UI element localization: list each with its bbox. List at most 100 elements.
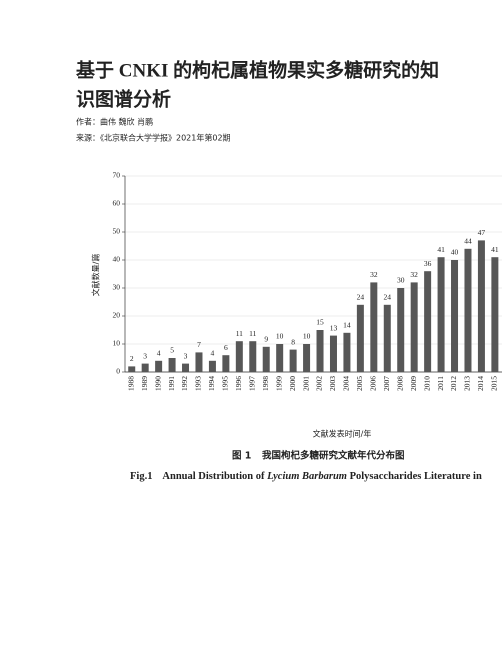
x-tick-label: 1993: [194, 376, 203, 391]
y-tick-label: 0: [116, 367, 120, 376]
x-tick-label: 2002: [315, 376, 324, 391]
x-tick-label: 2011: [436, 376, 445, 391]
data-label: 4: [157, 349, 161, 358]
data-label: 30: [397, 276, 405, 285]
bar: [208, 360, 216, 372]
title-line: 基于 CNKI 的枸杞属植物果实多糖研究的知: [75, 58, 439, 81]
x-tick-label: 2015: [490, 376, 499, 391]
bar: [370, 282, 378, 372]
data-label: 41: [437, 245, 445, 254]
x-tick-label: 2007: [382, 376, 391, 391]
data-label: 5: [170, 346, 174, 355]
authors: 作者：曲伟 魏欣 肖鹏: [76, 117, 153, 127]
bar: [424, 271, 432, 372]
x-tick-label: 1991: [167, 376, 176, 391]
x-tick-label: 1999: [274, 376, 283, 391]
data-label: 41: [491, 245, 499, 254]
x-tick-label: 2003: [328, 376, 337, 391]
data-label: 10: [303, 332, 311, 341]
bar: [222, 355, 230, 372]
data-label: 32: [370, 270, 378, 279]
bar: [397, 288, 405, 372]
x-tick-label: 2009: [409, 376, 418, 391]
y-tick-label: 40: [113, 255, 121, 264]
data-label: 36: [424, 259, 432, 268]
caption-en-part: Annual Distribution of: [162, 471, 265, 482]
bar: [168, 358, 176, 372]
bar: [155, 360, 163, 372]
data-label: 32: [410, 270, 418, 279]
x-tick-label: 1989: [140, 376, 149, 391]
x-tick-label: 1988: [126, 376, 135, 391]
bar: [383, 304, 391, 372]
data-label: 47: [478, 228, 486, 237]
data-label: 10: [276, 332, 284, 341]
bar: [195, 352, 203, 372]
y-axis-label: 文献数量/篇: [91, 254, 101, 297]
data-label: 4: [211, 349, 215, 358]
data-label: 14: [343, 321, 351, 330]
x-tick-label: 2014: [476, 376, 485, 391]
x-tick-label: 1998: [261, 376, 270, 391]
bar: [464, 248, 472, 372]
bar: [356, 304, 364, 372]
x-tick-label: 1992: [180, 376, 189, 391]
x-tick-label: 1997: [247, 376, 256, 391]
bar: [289, 349, 297, 372]
x-tick-label: 1995: [221, 376, 230, 391]
y-tick-label: 70: [113, 171, 121, 180]
x-tick-label: 2013: [463, 376, 472, 391]
data-label: 2: [130, 354, 134, 363]
data-label: 3: [143, 351, 147, 360]
bar: [128, 366, 136, 372]
bar: [477, 240, 485, 372]
x-tick-label: 2008: [395, 376, 404, 391]
x-axis-label: 文献发表时间/年: [313, 429, 372, 439]
x-tick-label: 2000: [288, 376, 297, 391]
title-line: 识图谱分析: [76, 87, 171, 110]
bar: [262, 346, 270, 372]
source: 来源：《北京联合大学学报》2021年第02期: [76, 133, 231, 143]
x-tick-label: 2001: [301, 376, 310, 391]
bar: [329, 335, 337, 372]
bar: [491, 257, 499, 372]
y-tick-label: 60: [113, 199, 121, 208]
data-label: 9: [264, 335, 268, 344]
data-label: 40: [451, 248, 459, 257]
data-label: 15: [316, 318, 324, 327]
bar: [235, 341, 243, 372]
bar: [141, 363, 149, 372]
bar: [410, 282, 418, 372]
caption-cn: 我国枸杞多糖研究文献年代分布图: [262, 450, 405, 462]
data-label: 24: [384, 293, 392, 302]
data-label: 11: [236, 329, 243, 338]
caption-en-part: Polysaccharides Literature in: [350, 471, 482, 482]
bar: [182, 363, 190, 372]
y-tick-label: 50: [113, 227, 121, 236]
data-label: 24: [357, 293, 365, 302]
x-tick-label: 1990: [153, 376, 162, 391]
bar: [437, 257, 445, 372]
bar: [249, 341, 257, 372]
bar: [343, 332, 351, 372]
x-tick-label: 2006: [369, 376, 378, 391]
bar: [316, 330, 324, 372]
data-label: 8: [291, 337, 295, 346]
data-label: 6: [224, 343, 228, 352]
caption-en-part: Lycium Barbarum: [266, 471, 347, 482]
caption-label: 图 1: [232, 451, 251, 462]
data-label: 44: [464, 237, 472, 246]
bar: [451, 260, 459, 372]
bar: [276, 344, 284, 372]
chart: 0 10 20 30 40 50 60 70 1988 2 1989 3 1990 4 1991 5 1992 3…: [113, 171, 502, 391]
y-tick-label: 30: [113, 283, 121, 292]
x-tick-label: 1996: [234, 376, 243, 391]
data-label: 3: [184, 351, 188, 360]
data-label: 7: [197, 340, 201, 349]
data-label: 11: [249, 329, 256, 338]
bar: [303, 344, 311, 372]
caption-en-label: Fig.1: [130, 471, 152, 482]
caption-en: Fig.1 Annual Distribution of Lycium Barb…: [130, 471, 482, 482]
